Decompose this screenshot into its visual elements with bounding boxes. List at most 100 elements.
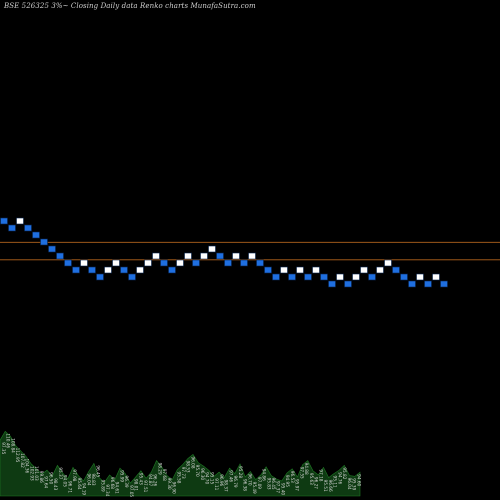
volume-label: 104.36 <box>25 459 30 474</box>
volume-label: 94.61 <box>115 482 120 494</box>
renko-brick-down <box>160 259 168 267</box>
volume-label: 94.70 <box>205 472 210 484</box>
renko-brick-down <box>192 259 200 267</box>
renko-brick-down <box>96 273 104 281</box>
volume-label: 94.88 <box>304 463 309 475</box>
volume-label: 96.68 <box>110 477 115 489</box>
renko-brick-down <box>328 280 336 288</box>
renko-brick-up <box>208 245 216 253</box>
volume-label: 97.68 <box>162 469 167 481</box>
volume-label: 97.09 <box>257 477 262 489</box>
renko-brick-up <box>136 266 144 274</box>
volume-label: 97.34 <box>105 484 110 496</box>
volume-label: 96.30 <box>200 468 205 480</box>
volume-label: 112.95 <box>15 448 20 463</box>
volume-label: 96.90 <box>172 482 177 494</box>
volume-label: 95.40 <box>280 483 285 495</box>
volume-label: 95.11 <box>333 476 338 488</box>
renko-brick-down <box>8 224 16 232</box>
volume-label: 96.39 <box>124 476 129 488</box>
volume-label: 98.37 <box>224 480 229 492</box>
volume-label: 96.38 <box>243 479 248 491</box>
volume-label: 98.53 <box>186 461 191 473</box>
volume-label: 94.95 <box>285 475 290 487</box>
volume-label: 95.39 <box>352 478 357 490</box>
volume-label: 95.15 <box>209 472 214 484</box>
volume-label: 96.50 <box>48 472 53 484</box>
volume-label: 97.73 <box>181 467 186 479</box>
volume-label: 95.99 <box>119 470 124 482</box>
renko-brick-up <box>152 252 160 260</box>
renko-brick-down <box>72 266 80 274</box>
volume-label: 94.76 <box>337 472 342 484</box>
renko-brick-down <box>400 273 408 281</box>
renko-brick-down <box>288 273 296 281</box>
volume-area <box>0 430 361 497</box>
volume-label: 96.66 <box>328 480 333 492</box>
renko-brick-down <box>256 259 264 267</box>
renko-brick-down <box>224 259 232 267</box>
volume-label: 102.93 <box>29 466 34 481</box>
renko-brick-down <box>272 273 280 281</box>
renko-brick-up <box>184 252 192 260</box>
chart-title: BSE 526325 3%~ Closing Daily data Renko … <box>4 2 256 10</box>
renko-brick-down <box>240 259 248 267</box>
renko-brick-down <box>392 266 400 274</box>
renko-brick-up <box>432 273 440 281</box>
renko-brick-down <box>40 238 48 246</box>
renko-brick-down <box>32 231 40 239</box>
renko-brick-down <box>320 273 328 281</box>
volume-label: 96.96 <box>219 474 224 486</box>
volume-label: 97.46 <box>228 470 233 482</box>
renko-brick-up <box>80 259 88 267</box>
volume-label: 95.83 <box>266 478 271 490</box>
renko-brick-down <box>368 273 376 281</box>
renko-brick-up <box>296 266 304 274</box>
renko-brick-up <box>104 266 112 274</box>
volume-label: 95.37 <box>58 467 63 479</box>
volume-label: 97.05 <box>129 485 134 497</box>
volume-label: 99.86 <box>39 471 44 483</box>
volume-label: 94.60 <box>356 474 361 486</box>
renko-brick-down <box>216 252 224 260</box>
renko-brick-up <box>200 252 208 260</box>
volume-label: 97.64 <box>44 476 49 488</box>
renko-brick-down <box>64 259 72 267</box>
renko-brick-up <box>376 266 384 274</box>
renko-brick-up <box>280 266 288 274</box>
volume-label: 96.26 <box>153 474 158 486</box>
renko-brick-down <box>344 280 352 288</box>
renko-brick-down <box>264 266 272 274</box>
volume-label: 96.79 <box>233 476 238 488</box>
renko-brick-up <box>312 266 320 274</box>
volume-label: 98.01 <box>134 479 139 491</box>
volume-label: 94.19 <box>82 483 87 495</box>
volume-label: 98.83 <box>91 474 96 486</box>
renko-brick-up <box>16 217 24 225</box>
renko-brick-down <box>56 252 64 260</box>
volume-label: 97.18 <box>318 469 323 481</box>
renko-brick-down <box>168 266 176 274</box>
renko-brick-up <box>352 273 360 281</box>
volume-label: 96.71 <box>67 481 72 493</box>
renko-brick-up <box>112 259 120 267</box>
volume-label: 95.49 <box>252 482 257 494</box>
volume-label: 108.84 <box>10 438 15 453</box>
volume-label: 97.37 <box>276 481 281 493</box>
volume-label: 97.55 <box>299 467 304 479</box>
renko-brick-down <box>128 273 136 281</box>
renko-brick-down <box>24 224 32 232</box>
volume-label: 101.03 <box>34 466 39 481</box>
volume-label: 96.04 <box>86 474 91 486</box>
volume-label: 95.70 <box>195 465 200 477</box>
volume-label: 95.63 <box>309 473 314 485</box>
renko-brick-down <box>88 266 96 274</box>
volume-label: 97.11 <box>214 478 219 490</box>
volume-label: 98.43 <box>53 478 58 490</box>
renko-bricks <box>0 217 448 288</box>
volume-label: 94.87 <box>148 474 153 486</box>
volume-label: 97.98 <box>72 469 77 481</box>
volume-label: 95.58 <box>176 471 181 483</box>
